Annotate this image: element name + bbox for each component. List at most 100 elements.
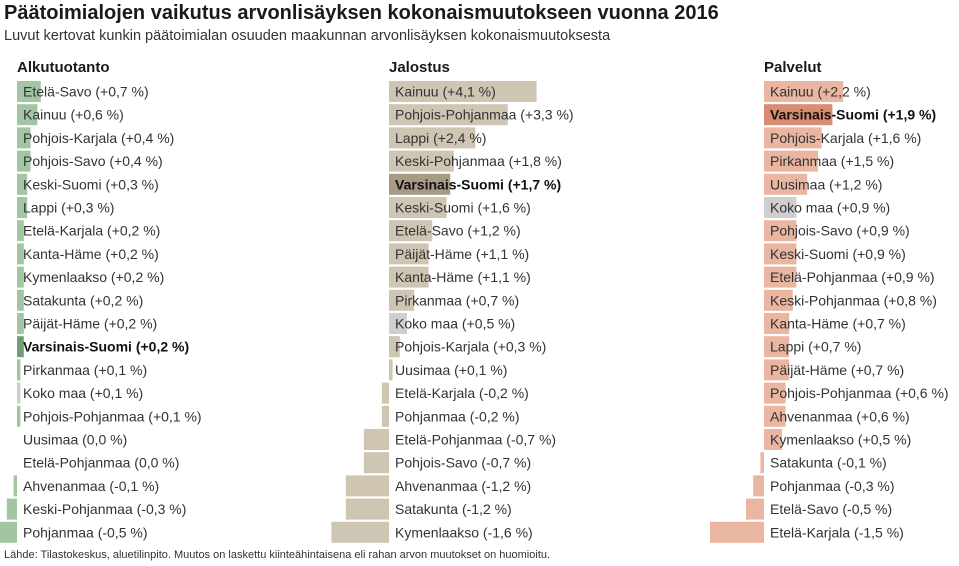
panel-title: Palvelut bbox=[764, 59, 822, 76]
source-note: Lähde: Tilastokeskus, aluetilinpito. Muu… bbox=[4, 549, 551, 561]
bar-label: Uusimaa (+0,1 %) bbox=[395, 362, 507, 378]
bar-label: Pohjois-Karjala (+0,4 %) bbox=[23, 130, 174, 146]
bar-label: Etelä-Pohjanmaa (+0,9 %) bbox=[770, 269, 935, 285]
bar-palvelut-1 bbox=[764, 104, 833, 126]
bar-label: Lappi (+0,3 %) bbox=[23, 200, 114, 216]
bar-label: Päijät-Häme (+0,2 %) bbox=[23, 316, 157, 332]
bar-label: Varsinais-Suomi (+1,9 %) bbox=[770, 107, 936, 123]
bar-alkutuotanto-9 bbox=[17, 289, 24, 311]
panel-title: Alkutuotanto bbox=[17, 59, 109, 76]
bar-alkutuotanto-1 bbox=[17, 104, 38, 126]
bar-alkutuotanto-18 bbox=[6, 498, 17, 520]
bar-label: Satakunta (+0,2 %) bbox=[23, 292, 143, 308]
bar-label: Pohjois-Savo (+0,4 %) bbox=[23, 153, 163, 169]
bar-palvelut-3 bbox=[764, 150, 818, 172]
bar-label: Pirkanmaa (+0,7 %) bbox=[395, 292, 519, 308]
bar-label: Kymenlaakso (+0,2 %) bbox=[23, 269, 164, 285]
bar-palvelut-8 bbox=[764, 266, 797, 288]
bar-palvelut-2 bbox=[764, 127, 822, 149]
panel-jalostus: Jalostus Kainuu (+4,1 %) Pohjois-Pohjanmaa… bbox=[331, 59, 574, 543]
panel-palvelut: Palvelut Kainuu (+2,2 %) Varsinais-Suomi (… bbox=[710, 59, 949, 543]
panel-alkutuotanto: Alkutuotanto Etelä-Savo (+0,7 %) Kainuu (+… bbox=[0, 59, 202, 543]
bar-palvelut-13 bbox=[764, 382, 786, 404]
chart-subtitle: Luvut kertovat kunkin päätoimialan osuud… bbox=[4, 28, 611, 44]
bar-label: Etelä-Pohjanmaa (0,0 %) bbox=[23, 455, 179, 471]
bar-jalostus-13 bbox=[381, 382, 389, 404]
bar-jalostus-19 bbox=[331, 521, 389, 543]
bar-alkutuotanto-0 bbox=[17, 81, 41, 102]
bar-palvelut-17 bbox=[753, 475, 764, 497]
bar-label: Etelä-Savo (+0,7 %) bbox=[23, 84, 149, 100]
bar-jalostus-16 bbox=[363, 452, 389, 474]
bar-jalostus-11 bbox=[389, 336, 400, 358]
bar-palvelut-4 bbox=[764, 173, 808, 195]
bar-label: Varsinais-Suomi (+1,7 %) bbox=[395, 176, 561, 192]
bar-palvelut-15 bbox=[764, 429, 782, 450]
bar-label: Kanta-Häme (+0,7 %) bbox=[770, 316, 906, 332]
bar-alkutuotanto-10 bbox=[17, 313, 24, 334]
bar-label: Koko maa (+0,9 %) bbox=[770, 200, 890, 216]
bar-label: Pirkanmaa (+0,1 %) bbox=[23, 362, 147, 378]
bar-label: Keski-Pohjanmaa (-0,3 %) bbox=[23, 501, 186, 517]
bar-jalostus-18 bbox=[345, 498, 389, 520]
bar-palvelut-0 bbox=[764, 81, 844, 102]
bar-label: Etelä-Savo (-0,5 %) bbox=[770, 501, 892, 517]
bar-alkutuotanto-13 bbox=[17, 382, 21, 404]
bar-label: Lappi (+0,7 %) bbox=[770, 339, 861, 355]
bar-jalostus-14 bbox=[381, 405, 389, 427]
bar-label: Ahvenanmaa (+0,6 %) bbox=[770, 408, 910, 424]
bar-label: Koko maa (+0,1 %) bbox=[23, 385, 143, 401]
bar-palvelut-16 bbox=[760, 452, 764, 474]
bar-jalostus-3 bbox=[389, 150, 454, 172]
bar-label: Pohjois-Pohjanmaa (+0,1 %) bbox=[23, 408, 202, 424]
bar-alkutuotanto-4 bbox=[17, 173, 28, 195]
bar-jalostus-12 bbox=[389, 359, 393, 381]
bar-label: Ahvenanmaa (-0,1 %) bbox=[23, 478, 159, 494]
bar-label: Kymenlaakso (+0,5 %) bbox=[770, 432, 911, 448]
bar-jalostus-15 bbox=[363, 429, 389, 450]
bar-label: Keski-Pohjanmaa (+1,8 %) bbox=[395, 153, 562, 169]
bar-label: Keski-Suomi (+1,6 %) bbox=[395, 200, 531, 216]
bar-alkutuotanto-3 bbox=[17, 150, 31, 172]
bar-alkutuotanto-14 bbox=[17, 405, 21, 427]
bar-alkutuotanto-12 bbox=[17, 359, 21, 381]
bar-alkutuotanto-17 bbox=[13, 475, 17, 497]
bar-palvelut-6 bbox=[764, 220, 797, 242]
bar-alkutuotanto-5 bbox=[17, 197, 28, 218]
bar-label: Kainuu (+0,6 %) bbox=[23, 107, 124, 123]
bar-label: Etelä-Karjala (-0,2 %) bbox=[395, 385, 529, 401]
bar-label: Pohjanmaa (-0,3 %) bbox=[770, 478, 895, 494]
bar-jalostus-4 bbox=[389, 173, 451, 195]
bar-label: Pirkanmaa (+1,5 %) bbox=[770, 153, 894, 169]
bar-jalostus-17 bbox=[345, 475, 389, 497]
bar-label: Pohjanmaa (-0,5 %) bbox=[23, 524, 148, 540]
bar-label: Pohjanmaa (-0,2 %) bbox=[395, 408, 520, 424]
bar-jalostus-10 bbox=[389, 313, 407, 334]
bar-alkutuotanto-19 bbox=[0, 521, 17, 543]
bar-jalostus-5 bbox=[389, 197, 447, 218]
bar-alkutuotanto-7 bbox=[17, 243, 24, 265]
bar-jalostus-7 bbox=[389, 243, 429, 265]
bar-jalostus-0 bbox=[389, 81, 537, 102]
bar-palvelut-5 bbox=[764, 197, 797, 218]
bar-label: Kainuu (+4,1 %) bbox=[395, 84, 496, 100]
panel-title: Jalostus bbox=[389, 59, 450, 76]
bar-palvelut-10 bbox=[764, 313, 790, 334]
bar-palvelut-7 bbox=[764, 243, 797, 265]
bar-label: Keski-Pohjanmaa (+0,8 %) bbox=[770, 292, 937, 308]
bar-label: Kainuu (+2,2 %) bbox=[770, 84, 871, 100]
bar-label: Pohjois-Savo (+0,9 %) bbox=[770, 223, 910, 239]
bar-label: Keski-Suomi (+0,9 %) bbox=[770, 246, 906, 262]
bar-palvelut-11 bbox=[764, 336, 790, 358]
bar-jalostus-6 bbox=[389, 220, 433, 242]
bar-label: Satakunta (-1,2 %) bbox=[395, 501, 512, 517]
bar-label: Etelä-Pohjanmaa (-0,7 %) bbox=[395, 432, 556, 448]
bar-palvelut-14 bbox=[764, 405, 786, 427]
bar-jalostus-1 bbox=[389, 104, 508, 126]
bar-label: Uusimaa (0,0 %) bbox=[23, 432, 127, 448]
bar-palvelut-19 bbox=[710, 521, 764, 543]
bar-label: Pohjois-Pohjanmaa (+3,3 %) bbox=[395, 107, 574, 123]
bar-palvelut-18 bbox=[746, 498, 764, 520]
bar-palvelut-9 bbox=[764, 289, 793, 311]
bar-label: Satakunta (-0,1 %) bbox=[770, 455, 887, 471]
